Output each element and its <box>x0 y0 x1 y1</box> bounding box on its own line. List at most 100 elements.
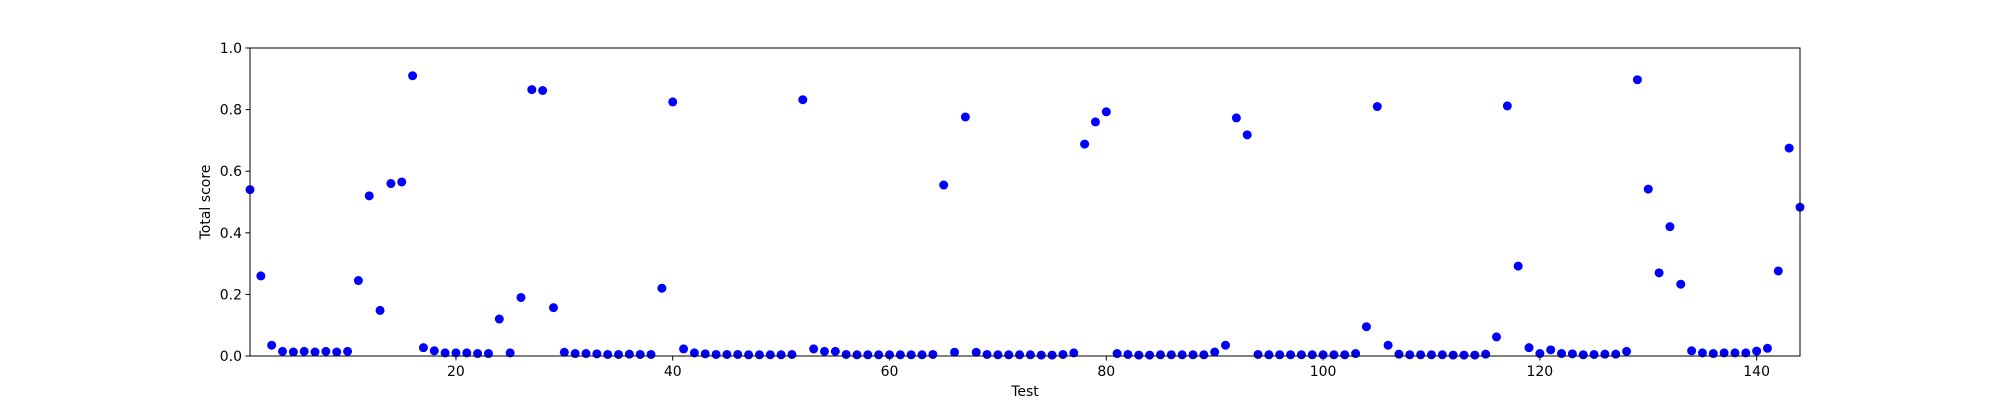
point <box>668 97 678 107</box>
x-tick-label: 20 <box>447 364 465 380</box>
point <box>1632 75 1642 85</box>
y-tick-label: 0.6 <box>220 164 242 180</box>
point <box>679 344 689 354</box>
point <box>1589 349 1599 359</box>
point <box>1535 349 1545 359</box>
point <box>429 346 439 356</box>
point <box>538 86 548 96</box>
plot-frame <box>249 47 1801 357</box>
point <box>332 347 342 357</box>
point <box>353 276 363 286</box>
point <box>278 346 288 356</box>
point <box>1372 102 1382 112</box>
point <box>386 179 396 189</box>
point <box>765 350 775 360</box>
point <box>1318 350 1328 360</box>
point <box>1047 350 1057 360</box>
point <box>1654 268 1664 278</box>
point <box>939 180 949 190</box>
point <box>1470 350 1480 360</box>
point <box>1036 350 1046 360</box>
point <box>657 283 667 293</box>
point <box>1253 349 1263 359</box>
point <box>1166 350 1176 360</box>
point <box>1307 350 1317 360</box>
point <box>1405 350 1415 360</box>
point <box>1069 348 1079 358</box>
point <box>819 346 829 356</box>
point <box>1221 340 1231 350</box>
point <box>1762 343 1772 353</box>
point <box>462 348 472 358</box>
point <box>1231 113 1241 123</box>
point <box>1242 130 1252 140</box>
point <box>548 303 558 313</box>
point <box>1361 322 1371 332</box>
point <box>993 350 1003 360</box>
point <box>798 95 808 105</box>
point <box>1676 279 1686 289</box>
point <box>1015 350 1025 360</box>
point <box>473 349 483 359</box>
point <box>982 349 992 359</box>
point <box>711 349 721 359</box>
point <box>1286 350 1296 360</box>
point <box>1567 349 1577 359</box>
point <box>1264 350 1274 360</box>
point <box>418 343 428 353</box>
point <box>451 348 461 358</box>
point <box>971 347 981 357</box>
x-axis-label: Test <box>1010 384 1039 400</box>
point <box>863 350 873 360</box>
point <box>1383 340 1393 350</box>
point <box>1112 349 1122 359</box>
point <box>830 346 840 356</box>
point <box>885 350 895 360</box>
point <box>1177 350 1187 360</box>
point <box>1502 101 1512 111</box>
point <box>1394 349 1404 359</box>
point <box>1426 350 1436 360</box>
point <box>841 349 851 359</box>
point <box>267 340 277 350</box>
point <box>559 347 569 357</box>
point <box>1101 107 1111 117</box>
point <box>1524 343 1534 353</box>
point <box>1004 350 1014 360</box>
point <box>1199 350 1209 360</box>
point <box>1708 349 1718 359</box>
point <box>505 348 515 358</box>
point <box>733 349 743 359</box>
point <box>635 349 645 359</box>
point <box>1080 139 1090 149</box>
point <box>1275 350 1285 360</box>
point <box>494 314 504 324</box>
point <box>646 349 656 359</box>
point <box>917 350 927 360</box>
point <box>1730 348 1740 358</box>
point <box>1611 349 1621 359</box>
point <box>1329 350 1339 360</box>
point <box>1622 346 1632 356</box>
y-tick-label: 0.8 <box>220 103 242 119</box>
point <box>288 347 298 357</box>
point <box>310 347 320 357</box>
point <box>483 349 493 359</box>
point <box>1752 346 1762 356</box>
point <box>1416 350 1426 360</box>
point <box>1557 349 1567 359</box>
x-tick-label: 80 <box>1097 364 1115 380</box>
point <box>1697 348 1707 358</box>
point <box>1145 350 1155 360</box>
point <box>700 349 710 359</box>
point <box>1296 350 1306 360</box>
point <box>321 346 331 356</box>
point <box>408 71 418 81</box>
x-tick-label: 140 <box>1743 364 1770 380</box>
point <box>689 348 699 358</box>
x-tick-label: 100 <box>1310 364 1337 380</box>
x-tick-label: 120 <box>1526 364 1553 380</box>
x-tick-label: 60 <box>881 364 899 380</box>
point <box>397 177 407 187</box>
